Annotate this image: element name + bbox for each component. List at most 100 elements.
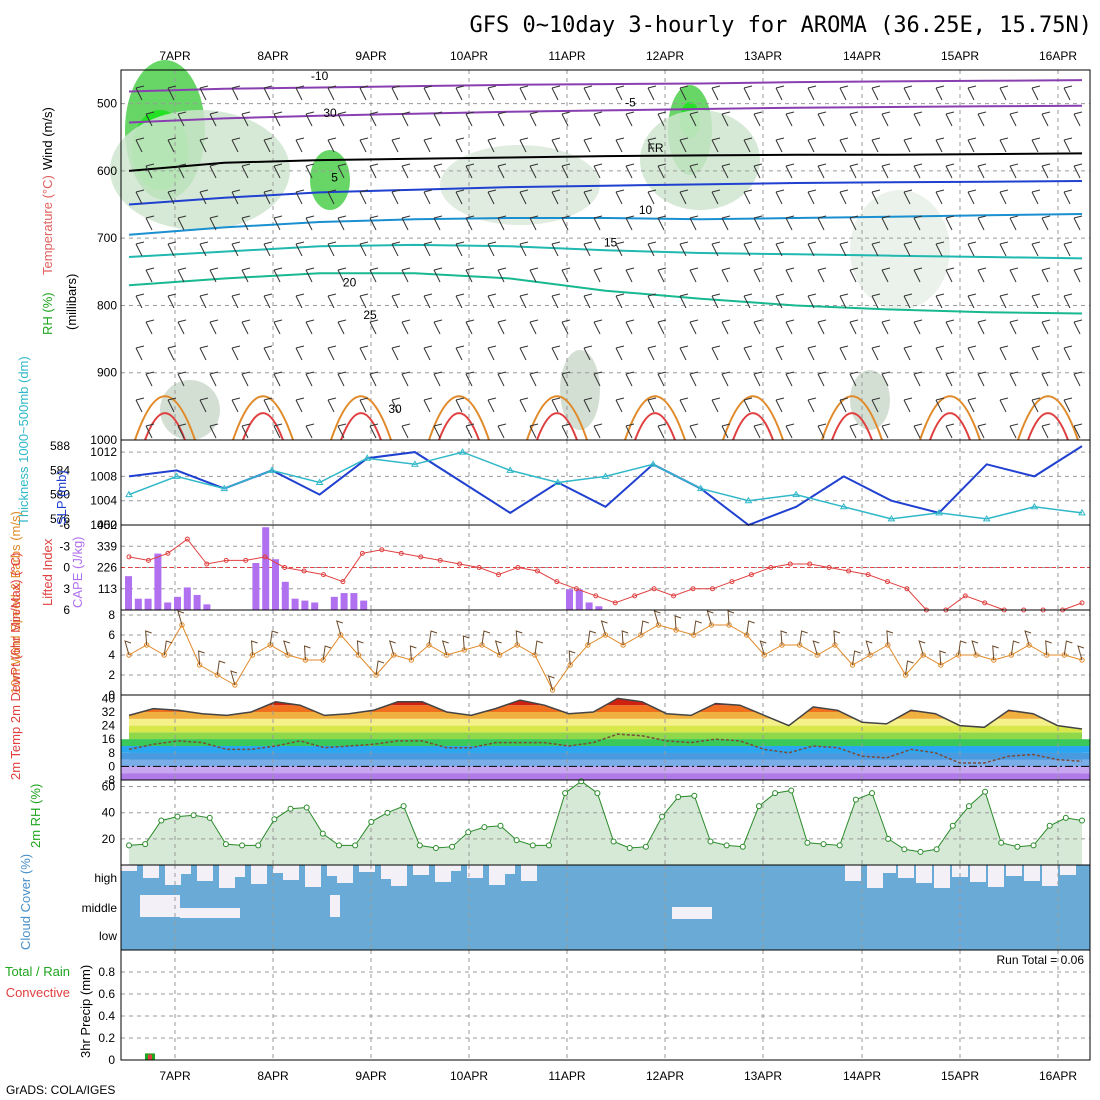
- cloud-high-late-7: [1006, 865, 1022, 876]
- wind-barb: [583, 293, 593, 309]
- wind-barb: [455, 85, 465, 101]
- wind-barb: [999, 397, 1009, 413]
- top-date-labels: 7APR 8APR 9APR 10APR 11APR 12APR 13APR 14APR 15A…: [159, 49, 1077, 63]
- wind10m-barb-25: [568, 650, 576, 666]
- wind-barb: [785, 423, 795, 439]
- wind-barb: [337, 319, 347, 335]
- wind-barb: [743, 241, 753, 257]
- cloud-ytick-high: high: [94, 871, 117, 885]
- wind-barb: [977, 371, 987, 387]
- wind-barb: [615, 189, 625, 205]
- li-marker-18: [476, 565, 482, 570]
- wind-barb: [199, 85, 209, 101]
- rh2m-marker-4: [190, 812, 197, 819]
- bl-loop-red-9: [1027, 412, 1069, 441]
- bl-loop-orange-9: [1017, 395, 1079, 441]
- wind-barb: [1041, 423, 1051, 439]
- wind-barb: [839, 293, 849, 309]
- wind-barb: [145, 267, 155, 283]
- bl-loop-orange-8: [919, 395, 981, 441]
- thickness-ylabel: Thickness 1000~500mb (dm): [16, 356, 31, 525]
- wind-barb: [359, 397, 369, 413]
- wind-ytick-0: 0: [108, 688, 115, 702]
- wind-barb: [561, 215, 571, 231]
- wind-barb: [593, 267, 603, 283]
- wind-barb: [967, 241, 977, 257]
- cloud-high-19: [467, 865, 483, 878]
- wind-barb: [1031, 345, 1041, 361]
- wind-barb: [369, 267, 379, 283]
- wind-barb: [999, 345, 1009, 361]
- wind-barb: [817, 319, 827, 335]
- wind-barb: [593, 319, 603, 335]
- wind-barb: [423, 293, 433, 309]
- wind-barb: [1009, 267, 1019, 283]
- rh2m-marker-44: [836, 842, 843, 849]
- wind-barb: [209, 215, 219, 231]
- temp2m-ylabel: 2m Temp 2m DewPt (6hr Min/Max) (°C): [8, 553, 23, 780]
- temp-ytick-24: 24: [102, 719, 116, 733]
- li-marker-22: [554, 579, 560, 585]
- wind-barb: [455, 293, 465, 309]
- wind-barb: [231, 397, 241, 413]
- wind-barb: [273, 371, 283, 387]
- wind-barb: [945, 111, 955, 127]
- wind-barb: [711, 397, 721, 413]
- wind-barb: [785, 371, 795, 387]
- wind-barb: [711, 345, 721, 361]
- wind-barb: [817, 111, 827, 127]
- wind-barb: [935, 189, 945, 205]
- rh2m-marker-18: [416, 842, 423, 849]
- wind-barb: [689, 215, 699, 231]
- temp-band-7: [129, 725, 1082, 733]
- rh2m-marker-13: [335, 842, 342, 849]
- wind-barb: [657, 163, 667, 179]
- wind-barb: [721, 371, 731, 387]
- thickness-marker-12: [696, 484, 705, 492]
- wind-barb: [455, 189, 465, 205]
- wind-barb: [177, 215, 187, 231]
- wind-barb: [1063, 293, 1073, 309]
- wind10m-barb-11: [322, 645, 332, 661]
- li-marker-17: [457, 561, 463, 567]
- top-date-13APR: 13APR: [744, 49, 782, 63]
- wind-barb: [903, 189, 913, 205]
- thickness-marker-19: [1030, 502, 1039, 510]
- temp-base-band-0: [121, 773, 1090, 780]
- wind-barb: [903, 241, 913, 257]
- rh2m-marker-59: [1079, 817, 1085, 824]
- wind-barb: [177, 371, 187, 387]
- wind10m-barb-9: [283, 640, 290, 656]
- wind-barb: [135, 189, 145, 205]
- wind-barb: [465, 111, 475, 127]
- wind-barb: [903, 397, 913, 413]
- precip-ytick-0.2: 0.2: [98, 1031, 115, 1045]
- wind-barb: [561, 423, 571, 439]
- wind10m-marker-9: [285, 652, 291, 658]
- wind-barb: [775, 293, 785, 309]
- wind-barb: [839, 85, 849, 101]
- wind-barb: [807, 137, 817, 153]
- cloud-high-3: [175, 865, 191, 874]
- slp-ytick-1012: 1012: [90, 445, 117, 459]
- wind-barb: [775, 85, 785, 101]
- upper-air-ytick-500: 500: [97, 97, 117, 111]
- wind10m-barb-33: [706, 610, 714, 626]
- wind10m-marker-45: [920, 652, 926, 658]
- wind10m-barb-49: [992, 645, 999, 661]
- li-marker-15: [418, 554, 424, 560]
- temp-ytick-16: 16: [102, 732, 116, 746]
- wind10m-marker-0: [126, 652, 132, 658]
- cloud-high-0: [121, 865, 137, 871]
- wind-barb: [647, 397, 657, 413]
- cape-bar-4: [164, 602, 172, 610]
- top-date-11APR: 11APR: [548, 49, 585, 63]
- wind-barb: [135, 241, 145, 257]
- wind-barb: [231, 345, 241, 361]
- precip-bar-convective: [148, 1054, 152, 1060]
- wind-barb: [305, 319, 315, 335]
- wind-barb: [487, 241, 497, 257]
- wind-barb: [945, 267, 955, 283]
- rh2m-marker-16: [384, 809, 391, 816]
